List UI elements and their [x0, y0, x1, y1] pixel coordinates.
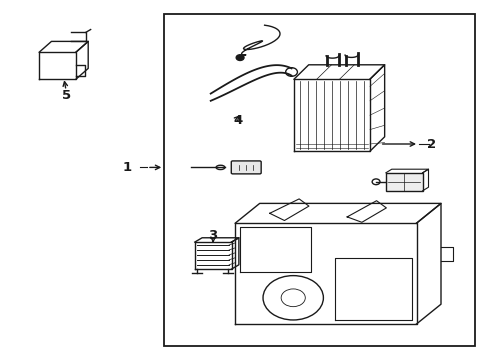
Text: 5: 5 [62, 89, 71, 102]
Bar [164, 14, 475, 346]
Text: 2: 2 [427, 138, 436, 150]
FancyBboxPatch shape [231, 161, 261, 174]
FancyBboxPatch shape [386, 173, 422, 191]
Text: 4: 4 [233, 114, 242, 127]
Circle shape [263, 276, 323, 320]
Text: 3: 3 [209, 229, 218, 242]
Ellipse shape [216, 165, 225, 170]
Circle shape [236, 55, 244, 60]
Text: 1: 1 [123, 161, 132, 174]
